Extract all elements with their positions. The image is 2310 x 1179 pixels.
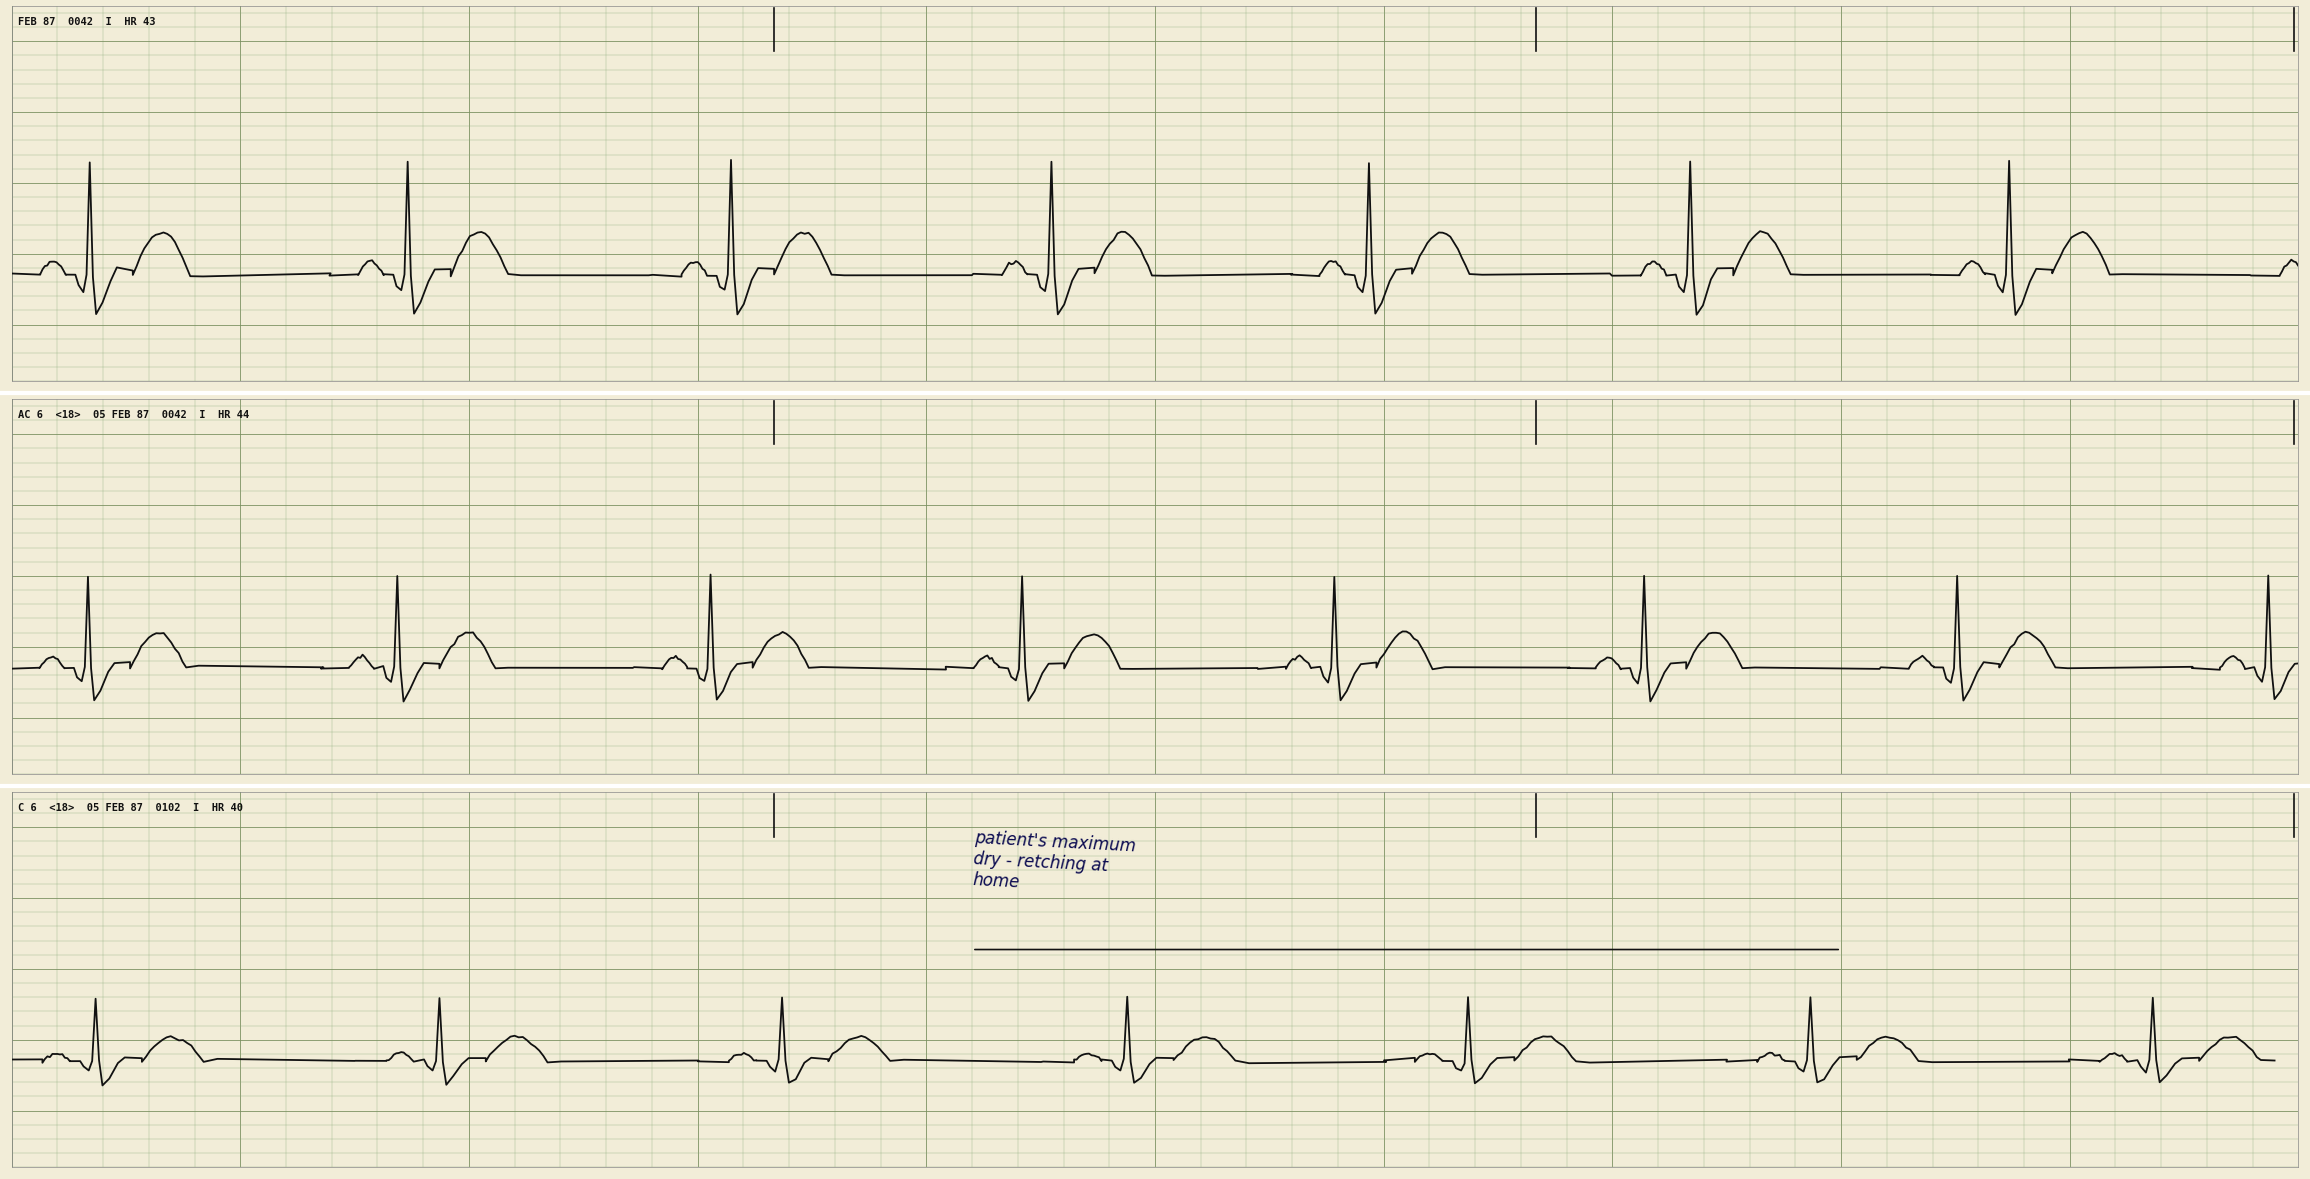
Text: FEB 87  0042  I  HR 43: FEB 87 0042 I HR 43 bbox=[18, 18, 155, 27]
Text: C 6  <18>  05 FEB 87  0102  I  HR 40: C 6 <18> 05 FEB 87 0102 I HR 40 bbox=[18, 803, 243, 814]
Text: patient's maximum
dry - retching at
home: patient's maximum dry - retching at home bbox=[973, 830, 1137, 897]
Text: AC 6  <18>  05 FEB 87  0042  I  HR 44: AC 6 <18> 05 FEB 87 0042 I HR 44 bbox=[18, 410, 249, 420]
